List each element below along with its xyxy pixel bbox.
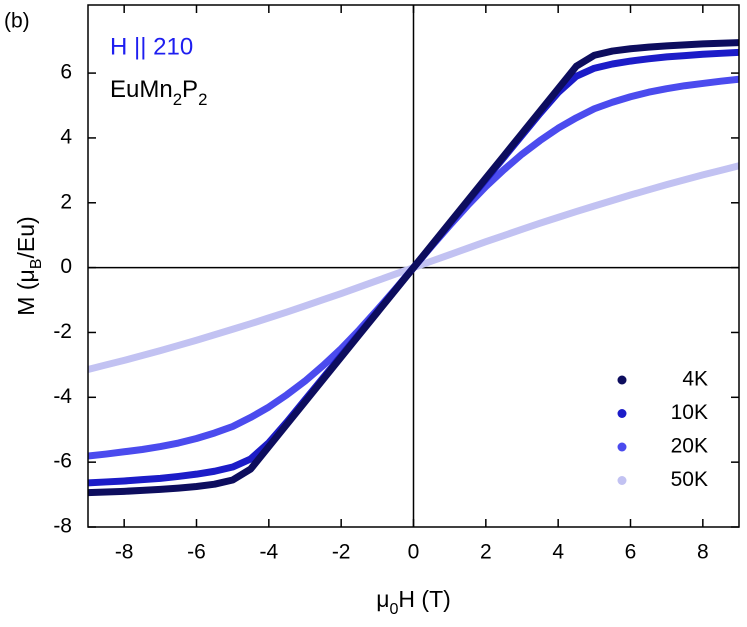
x-tick-label: 6 — [625, 541, 637, 564]
compound-part: 2 — [173, 90, 182, 109]
x-axis-label-part: 0 — [389, 600, 398, 618]
x-tick-label: -6 — [187, 541, 206, 564]
compound: EuMn2P2 — [110, 76, 207, 109]
y-axis-label-part: /Eu) — [13, 216, 39, 258]
panel-label: (b) — [4, 10, 30, 33]
y-axis-label-part: M (μ — [13, 269, 39, 315]
y-tick-label: -8 — [53, 515, 72, 538]
compound-part: 2 — [198, 90, 207, 109]
plot-frame — [87, 4, 740, 528]
legend-label: 50K — [671, 468, 708, 491]
y-tick-label: 4 — [60, 125, 72, 148]
x-tick-label: 2 — [480, 541, 492, 564]
y-tick-label: -4 — [53, 385, 72, 408]
x-tick-label: -2 — [332, 541, 351, 564]
x-tick-label: -8 — [115, 541, 134, 564]
legend-label: 10K — [671, 401, 708, 424]
y-tick-label: -2 — [53, 320, 72, 343]
y-axis-label-part: B — [27, 258, 45, 269]
series-line — [88, 39, 739, 497]
x-axis-label-part: H (T) — [398, 586, 450, 612]
annotation: H || 210 — [110, 33, 193, 60]
x-tick-label: 4 — [552, 541, 564, 564]
y-tick-label: 2 — [60, 190, 72, 213]
y-tick-label: 0 — [60, 255, 72, 278]
legend-marker — [617, 442, 627, 452]
compound-part: P — [182, 76, 198, 103]
y-tick-label: 6 — [60, 61, 72, 84]
y-tick-label: -6 — [53, 450, 72, 473]
legend-label: 20K — [671, 435, 708, 458]
x-tick-label: -4 — [259, 541, 278, 564]
x-tick-label: 8 — [697, 541, 709, 564]
legend-label: 4K — [682, 368, 708, 391]
legend-marker — [617, 476, 627, 485]
compound-part: EuMn — [110, 76, 173, 103]
legend-marker — [617, 375, 627, 385]
x-tick-label: 0 — [408, 541, 420, 564]
x-axis-label: μ0H (T) — [376, 586, 451, 618]
legend-marker — [617, 409, 627, 418]
x-axis-label-part: μ — [376, 586, 389, 612]
y-axis-label: M (μB/Eu) — [13, 216, 45, 315]
